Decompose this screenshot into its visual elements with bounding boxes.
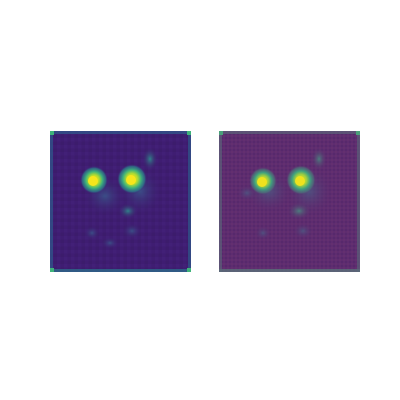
heatmap-overlay (219, 131, 360, 272)
attention-heatmap (50, 131, 191, 272)
attention-heatmap-panel (50, 131, 191, 272)
heatmap-overlay-panel (219, 131, 360, 272)
